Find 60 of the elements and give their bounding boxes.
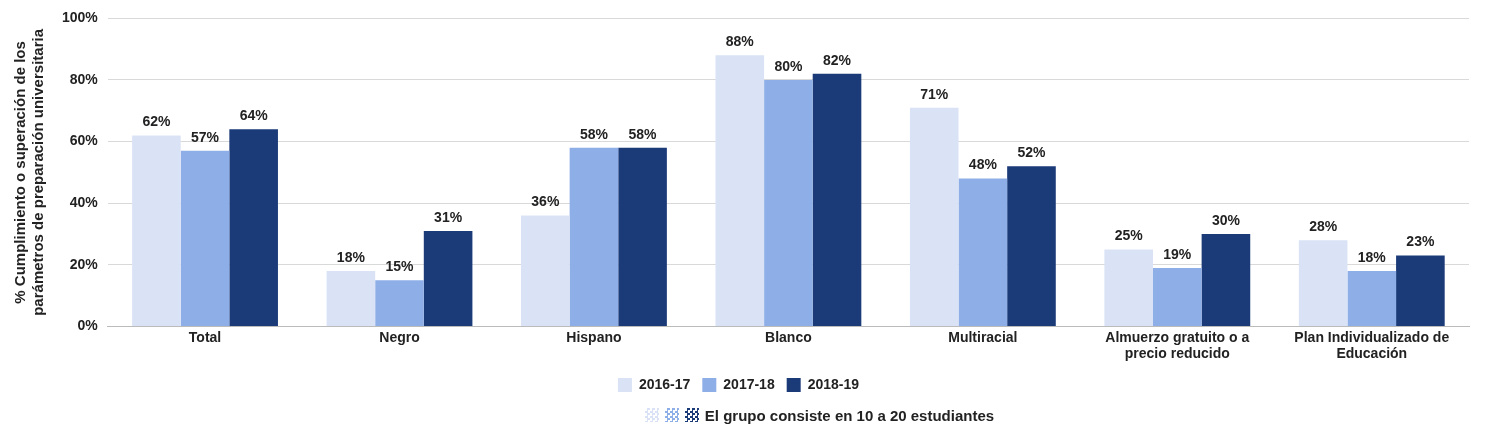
bar <box>909 107 959 326</box>
text: 36% <box>531 193 560 210</box>
text: 58% <box>628 125 657 142</box>
bar <box>1104 249 1154 326</box>
bar <box>958 178 1008 326</box>
y-tick-label: 40% <box>69 194 99 211</box>
text: 62% <box>142 113 171 130</box>
y-tick-label: 0% <box>77 317 99 334</box>
x-tick-label: Almuerzo gratuito o a precio reducido <box>1105 328 1250 362</box>
bar <box>764 80 813 326</box>
text: 48% <box>968 156 997 173</box>
x-tick-label: Multiracial <box>948 328 1018 345</box>
bar <box>812 73 862 326</box>
bar <box>1153 267 1202 326</box>
bar <box>132 135 181 326</box>
text: 18% <box>336 248 365 265</box>
x-tick-label: Hispano <box>566 328 622 345</box>
text: 71% <box>920 85 949 102</box>
bar <box>180 150 230 326</box>
text: 57% <box>191 128 220 145</box>
y-tick-label: 20% <box>69 255 99 272</box>
y-tick-label: 100% <box>61 9 99 26</box>
text: 25% <box>1114 227 1143 244</box>
bar <box>375 280 424 326</box>
text: 31% <box>434 208 463 225</box>
bar <box>569 147 619 326</box>
x-tick-label: Total <box>188 328 222 345</box>
legend-label: 2018-19 <box>807 375 860 392</box>
text: 15% <box>385 258 414 275</box>
bar <box>423 230 473 326</box>
bar <box>326 270 376 326</box>
text: 30% <box>1211 211 1240 228</box>
text: 80% <box>774 57 803 74</box>
y-tick-label: 80% <box>69 70 99 87</box>
bar <box>1201 234 1251 326</box>
text: 19% <box>1163 245 1192 262</box>
legend-label: 2016-17 <box>638 375 691 392</box>
text: 88% <box>725 33 754 50</box>
text: 52% <box>1017 144 1046 161</box>
y-tick-label: 60% <box>69 132 99 149</box>
legend-label: 2017-18 <box>723 375 775 392</box>
bar <box>229 129 278 326</box>
bar <box>715 55 765 326</box>
bar <box>1007 166 1056 326</box>
bar <box>1298 240 1348 326</box>
y-axis-title: % Cumplimiento o superación de los parámetros de preparación universitaria <box>11 28 47 316</box>
bar <box>1396 255 1445 326</box>
x-tick-label: Plan Individualizado de Educación <box>1294 328 1450 362</box>
text: El grupo consiste en 10 a 20 estudiantes <box>704 406 995 424</box>
text: 82% <box>823 51 852 68</box>
text: 28% <box>1309 218 1338 235</box>
text: 64% <box>239 107 268 124</box>
text: 18% <box>1357 248 1386 265</box>
text: 23% <box>1406 233 1435 250</box>
bar <box>618 147 667 326</box>
bar <box>1347 270 1397 326</box>
text: 58% <box>579 125 608 142</box>
bar <box>521 215 570 326</box>
x-tick-label: Negro <box>379 328 420 345</box>
x-tick-label: Blanco <box>765 328 812 345</box>
